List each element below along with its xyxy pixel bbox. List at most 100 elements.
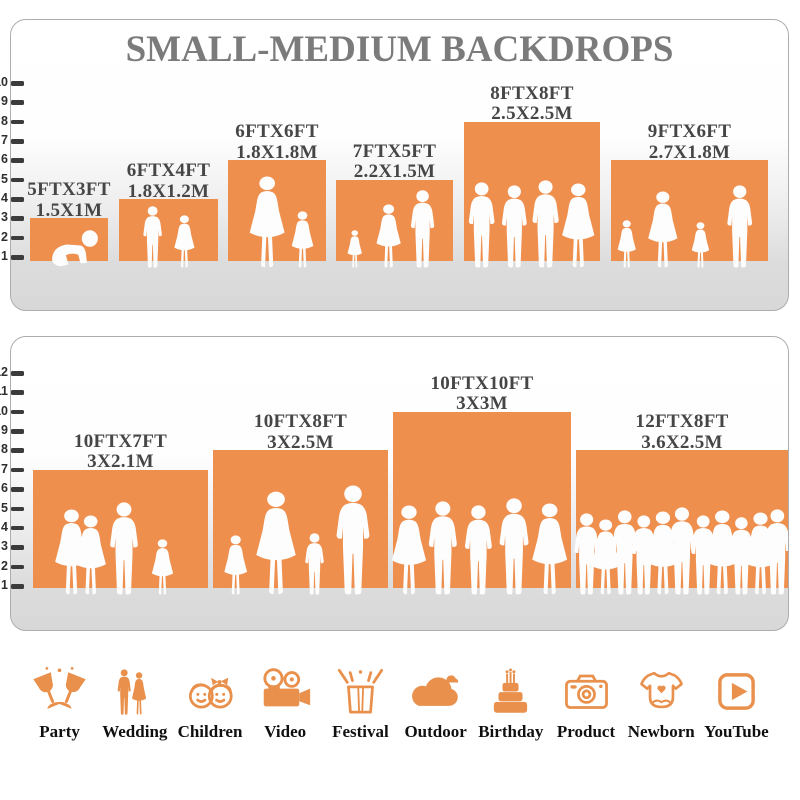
size-feet: 6FTX6FT	[235, 121, 319, 143]
axis-tick-label: 5	[1, 171, 8, 186]
category-party: Party	[22, 664, 97, 742]
category-label: Video	[264, 722, 307, 741]
backdrop-bar	[576, 450, 788, 588]
axis-tick-label: 6	[1, 481, 8, 496]
size-meters: 2.7X1.8M	[648, 141, 731, 163]
size-feet: 8FTX8FT	[490, 82, 574, 104]
category-children: Children	[172, 664, 247, 742]
size-meters: 1.8X1.2M	[127, 180, 210, 202]
backdrop-size-label: 10FTX7FT 3X2.1M	[31, 430, 211, 473]
axis-tick-mark	[11, 235, 24, 241]
backdrop-bar	[30, 218, 108, 261]
axis-tick-label: 8	[1, 113, 8, 128]
category-label: Wedding	[102, 722, 168, 741]
axis-tick-label: 7	[1, 133, 8, 148]
axis-tick-mark	[11, 81, 24, 86]
party-icon	[32, 664, 87, 719]
size-feet: 9FTX6FT	[647, 121, 732, 143]
axis-tick-label: 12	[0, 365, 8, 380]
backdrop-size-label: 6FTX6FT 1.8X1.8M	[187, 122, 367, 163]
axis-tick-mark	[11, 545, 24, 550]
backdrop-bar	[119, 199, 218, 261]
backdrop-size-label: 12FTX8FT 3.6X2.5M	[592, 412, 772, 453]
axis-tick-label: 11	[0, 384, 8, 399]
backdrop-bar	[611, 160, 768, 261]
category-label: Festival	[332, 722, 389, 741]
page-title: SMALL-MEDIUM BACKDROPS	[125, 29, 674, 70]
category-label: Children	[177, 722, 243, 741]
size-feet: 5FTX3FT	[27, 179, 111, 201]
category-label: Outdoor	[404, 722, 467, 741]
category-video: Video	[248, 664, 323, 742]
axis-tick-mark	[11, 390, 24, 395]
axis-tick-mark	[11, 506, 24, 512]
size-feet: 10FTX10FT	[430, 372, 534, 394]
product-icon	[559, 664, 614, 719]
category-label: Birthday	[478, 722, 544, 741]
axis-tick-mark	[11, 448, 24, 453]
axis-tick-mark	[11, 467, 24, 473]
category-outdoor: Outdoor	[398, 664, 473, 742]
size-meters: 1.8X1.8M	[236, 141, 318, 163]
axis-tick-label: 3	[1, 210, 8, 225]
backdrop-size-label: 10FTX10FT 3X3M	[392, 372, 572, 415]
backdrop-size-label: 5FTX3FT 1.5X1M	[0, 180, 159, 221]
backdrop-bar	[393, 411, 571, 588]
newborn-icon	[634, 664, 689, 719]
axis-tick-mark	[11, 584, 24, 589]
category-festival: Festival	[323, 664, 398, 742]
festival-icon	[333, 664, 388, 719]
backdrop-bar	[213, 450, 388, 588]
axis-tick-label: 2	[1, 558, 8, 573]
wedding-icon	[107, 664, 162, 719]
axis-tick-mark	[11, 371, 24, 376]
backdrop-size-label: 10FTX8FT 3X2.5M	[211, 412, 391, 453]
children-icon	[183, 664, 238, 719]
axis-tick-mark	[11, 487, 24, 492]
size-feet: 10FTX8FT	[253, 411, 348, 433]
axis-tick-label: 10	[0, 75, 8, 90]
size-meters: 2.2X1.5M	[353, 161, 436, 183]
video-icon	[258, 664, 313, 719]
axis-tick-mark	[11, 197, 24, 202]
backdrop-size-label: 9FTX6FT 2.7X1.8M	[600, 122, 780, 163]
axis-tick-label: 4	[1, 191, 8, 205]
axis-tick-label: 9	[1, 423, 8, 438]
axis-tick-label: 8	[1, 442, 8, 457]
size-meters: 3.6X2.5M	[641, 431, 723, 453]
backdrop-bar	[33, 469, 208, 588]
panel-small-medium-bottom: 12345678910111210FTX7FT3X2.1M10FTX8FT3X2…	[0, 336, 789, 631]
size-meters: 3X2.5M	[267, 431, 334, 453]
outdoor-icon	[408, 664, 463, 719]
axis-tick-mark	[11, 139, 24, 144]
size-feet: 7FTX5FT	[352, 140, 437, 162]
axis-tick-mark	[11, 429, 24, 434]
axis-tick-mark	[11, 216, 24, 221]
axis-tick-mark	[11, 158, 24, 163]
size-meters: 1.5X1M	[35, 199, 103, 221]
birthday-icon	[483, 664, 538, 719]
category-label: Newborn	[627, 722, 695, 741]
axis-tick-label: 2	[1, 229, 8, 244]
axis-tick-label: 3	[1, 539, 8, 554]
axis-tick-label: 6	[1, 152, 8, 167]
size-feet: 12FTX8FT	[635, 411, 729, 433]
axis-tick-label: 4	[1, 519, 8, 534]
size-meters: 3X3M	[456, 393, 508, 415]
size-meters: 3X2.1M	[87, 451, 154, 473]
size-feet: 10FTX7FT	[73, 430, 168, 452]
backdrop-bar	[464, 121, 600, 261]
axis-tick-label: 5	[1, 500, 8, 515]
category-label: Party	[39, 722, 80, 741]
axis-tick-label: 7	[1, 461, 8, 476]
panel-small-medium-top: SMALL-MEDIUM BACKDROPS 1 2 3 4 5 6 7 8 9 10 5FTX3F…	[0, 19, 789, 311]
backdrop-size-label: 6FTX4FT 1.8X1.2M	[79, 160, 259, 202]
axis-tick-mark	[11, 177, 24, 183]
category-row: Party Wedding Children Video Festival Outdoor…	[22, 664, 774, 742]
backdrop-bar	[336, 179, 453, 261]
axis-tick-label: 9	[1, 94, 8, 109]
size-meters: 2.5X2.5M	[491, 103, 573, 125]
youtube-icon	[709, 664, 764, 719]
size-feet: 6FTX4FT	[126, 160, 211, 181]
axis-tick-mark	[11, 564, 24, 570]
